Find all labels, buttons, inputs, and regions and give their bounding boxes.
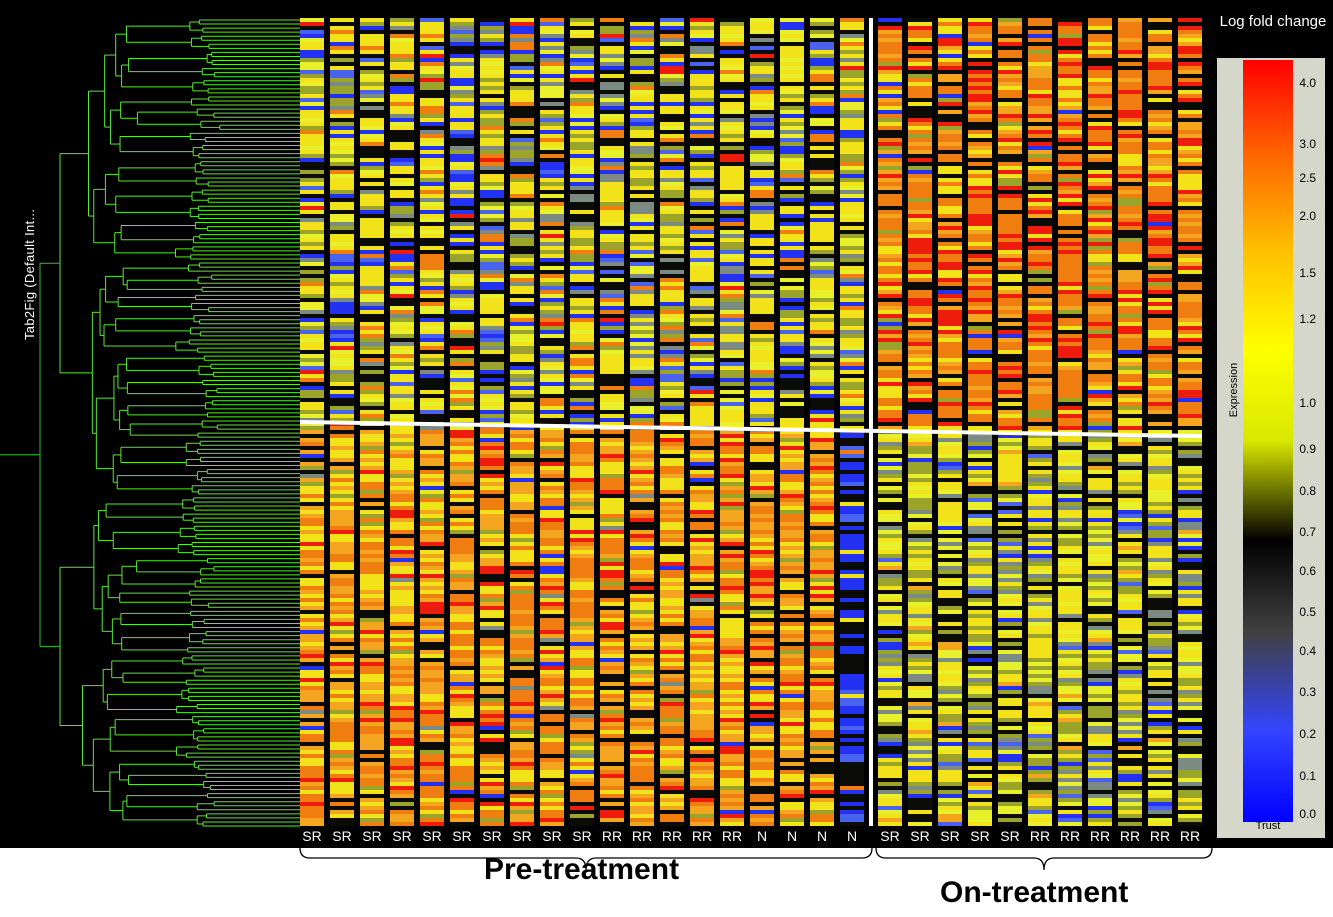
heatmap-column [1148, 18, 1172, 826]
sample-label: N [816, 828, 828, 844]
heatmap-column [360, 18, 384, 826]
legend-tick-labels: 4.0 3.0 2.5 2.0 1.5 1.2 1.0 0.9 0.8 0.7 0.6 0.5 0.4 0… [1290, 60, 1322, 822]
sample-label: RR [1089, 828, 1111, 844]
legend-tick-label: 0.1 [1299, 769, 1316, 784]
tree-label: Tab2Fig (Default Int... [22, 208, 37, 340]
legend-tick-label: 0.0 [1299, 807, 1316, 822]
group-brace [299, 847, 873, 871]
legend-color-bar [1243, 60, 1293, 822]
legend-tick-label: 0.4 [1299, 643, 1316, 658]
legend-tick-label: 0.5 [1299, 605, 1316, 620]
legend-tick-label: 4.0 [1299, 75, 1316, 90]
sample-label: N [786, 828, 798, 844]
sample-label: SR [302, 828, 322, 844]
sample-label: SR [1000, 828, 1020, 844]
heatmap-column [998, 18, 1022, 826]
heatmap-column [1118, 18, 1142, 826]
sample-label: SR [392, 828, 412, 844]
sample-label: SR [940, 828, 960, 844]
cluster-divider-line [300, 420, 1203, 438]
legend-tick-label: 0.2 [1299, 727, 1316, 742]
sample-label: RR [631, 828, 653, 844]
heatmap-column [570, 18, 594, 826]
on-treatment-label: On-treatment [940, 876, 1129, 909]
sample-label: SR [542, 828, 562, 844]
sample-label: RR [1119, 828, 1141, 844]
gene-dendrogram [0, 19, 300, 827]
heatmap-column [720, 18, 744, 826]
heatmap-column [1058, 18, 1082, 826]
sample-label: SR [880, 828, 900, 844]
legend-title: Log fold change [1219, 13, 1327, 30]
sample-label: SR [452, 828, 472, 844]
heatmap-column [1028, 18, 1052, 826]
sample-label: N [756, 828, 768, 844]
legend-tick-label: 1.2 [1299, 312, 1316, 327]
heatmap-column [330, 18, 354, 826]
sample-label: RR [601, 828, 623, 844]
pre-treatment-label: Pre-treatment [484, 853, 680, 886]
sample-label: SR [422, 828, 442, 844]
legend-tick-label: 3.0 [1299, 136, 1316, 151]
legend-footer: Trust [1255, 820, 1281, 832]
heatmap-column [660, 18, 684, 826]
sample-label: SR [572, 828, 592, 844]
heatmap-column [938, 18, 962, 826]
legend-tick-label: 1.0 [1299, 395, 1316, 410]
heatmap-column [420, 18, 444, 826]
legend-tick-label: 0.3 [1299, 685, 1316, 700]
sample-label: RR [1179, 828, 1201, 844]
group-brace [875, 847, 1213, 871]
sample-label: N [846, 828, 858, 844]
legend-tick-label: 2.0 [1299, 209, 1316, 224]
heatmap-column [690, 18, 714, 826]
sample-label: RR [1029, 828, 1051, 844]
sample-label: SR [362, 828, 382, 844]
sample-label: RR [1059, 828, 1081, 844]
sample-label: RR [721, 828, 743, 844]
heatmap-column [450, 18, 474, 826]
heatmap-column [630, 18, 654, 826]
heatmap-column [480, 18, 504, 826]
heatmap-column [390, 18, 414, 826]
legend-tick-label: 0.9 [1299, 441, 1316, 456]
legend-sidebar-label: Expression [1228, 362, 1240, 418]
heatmap-column [840, 18, 864, 826]
heatmap-column [968, 18, 992, 826]
heatmap-column [750, 18, 774, 826]
legend-tick-label: 0.6 [1299, 563, 1316, 578]
heatmap-column [300, 18, 324, 826]
heatmap [300, 18, 1203, 826]
heatmap-column [810, 18, 834, 826]
legend-tick-label: 0.7 [1299, 525, 1316, 540]
heatmap-column [1178, 18, 1202, 826]
legend-tick-label: 2.5 [1299, 171, 1316, 186]
sample-label: RR [1149, 828, 1171, 844]
heatmap-column [510, 18, 534, 826]
heatmap-column [600, 18, 624, 826]
legend-tick-label: 1.5 [1299, 266, 1316, 281]
sample-label: SR [482, 828, 502, 844]
sample-labels: SR SR SR SR SR SR SR SR SR SR RR RR RR RR RR N N N N SR SR SR… [300, 826, 1205, 848]
sample-label: RR [661, 828, 683, 844]
heatmap-column [780, 18, 804, 826]
sample-label: SR [512, 828, 532, 844]
sample-label: RR [691, 828, 713, 844]
group-braces [299, 847, 1213, 871]
heatmap-column [878, 18, 902, 826]
sample-label: SR [332, 828, 352, 844]
sample-label: SR [970, 828, 990, 844]
legend-tick-label: 0.8 [1299, 483, 1316, 498]
heatmap-column [1088, 18, 1112, 826]
sample-label: SR [910, 828, 930, 844]
heatmap-column [908, 18, 932, 826]
heatmap-column [540, 18, 564, 826]
